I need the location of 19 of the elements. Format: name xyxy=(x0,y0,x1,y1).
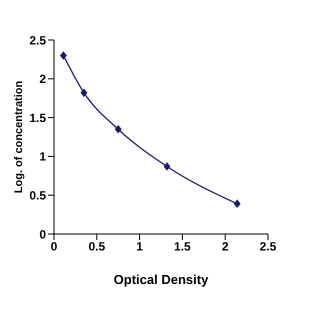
x-tick-label: 1.5 xyxy=(174,240,192,254)
point xyxy=(164,162,170,170)
x-tick-label: 2 xyxy=(222,240,229,254)
x-tick-label: 2.5 xyxy=(260,240,277,254)
y-tick-label: 0 xyxy=(39,227,46,242)
y-axis-title: Log. of concentration xyxy=(12,80,25,194)
point xyxy=(234,200,240,208)
point xyxy=(60,52,67,60)
y-tick-label: 2.5 xyxy=(29,33,46,48)
point xyxy=(114,125,122,134)
y-tick-label: 2 xyxy=(39,72,46,86)
x-tick-label: 1 xyxy=(136,240,144,254)
x-axis-title: Optical Density xyxy=(114,272,210,287)
y-tick-label: 1 xyxy=(39,150,46,164)
y-tick-label: 0.5 xyxy=(29,188,46,202)
y-tick-label: 1.5 xyxy=(29,110,46,125)
x-tick-label: 0.5 xyxy=(88,240,106,254)
x-tick-label: 0 xyxy=(50,240,58,254)
point xyxy=(80,88,88,97)
